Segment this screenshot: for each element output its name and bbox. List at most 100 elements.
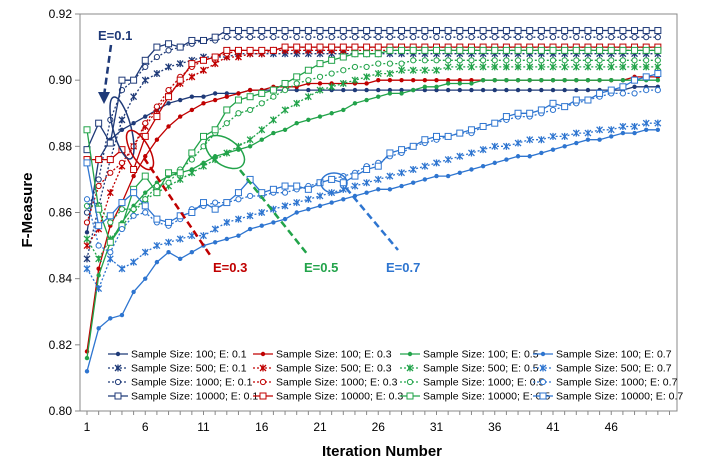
data-point [142, 209, 149, 216]
data-point [118, 199, 126, 207]
data-point [176, 175, 184, 183]
data-point [376, 77, 381, 83]
data-point [398, 60, 405, 67]
data-point [526, 27, 534, 35]
data-point [246, 136, 254, 144]
data-point [304, 185, 312, 193]
data-point [143, 190, 148, 195]
data-point [409, 66, 417, 74]
data-point [515, 77, 521, 83]
legend-marker [259, 378, 267, 386]
data-point [304, 66, 312, 74]
data-point [165, 86, 172, 94]
data-point [445, 173, 451, 179]
data-point [188, 169, 196, 177]
data-point [293, 73, 301, 81]
series-3 [83, 27, 662, 154]
data-point [398, 27, 406, 35]
data-point [364, 87, 369, 93]
data-point [375, 60, 382, 67]
data-point [83, 209, 91, 216]
data-point [597, 77, 602, 83]
data-point [258, 189, 266, 197]
data-point [340, 34, 347, 41]
data-point [434, 84, 439, 89]
data-point [479, 46, 487, 54]
data-point [304, 195, 312, 203]
legend-entry: Sample Size: 1000; E: 0.7 [533, 377, 678, 389]
data-point [607, 27, 615, 35]
data-point [596, 34, 603, 41]
data-point [282, 127, 288, 132]
data-point [339, 43, 347, 51]
data-point [95, 182, 102, 190]
data-point [107, 169, 114, 176]
data-point [574, 140, 579, 146]
data-point [130, 258, 138, 266]
data-point [619, 122, 627, 130]
data-point [527, 87, 532, 93]
data-point [235, 196, 242, 203]
data-point [643, 34, 650, 41]
data-point [386, 27, 394, 35]
data-point [514, 139, 522, 147]
data-point [200, 162, 207, 170]
data-point [562, 77, 567, 83]
data-point [479, 146, 487, 154]
data-point [281, 106, 289, 114]
data-point [83, 255, 91, 263]
data-point [479, 63, 487, 71]
data-point [632, 84, 637, 89]
data-point [154, 137, 160, 142]
legend-entry: Sample Size: 500; E: 0.1 [108, 363, 247, 375]
data-point [83, 126, 91, 134]
data-point [619, 27, 627, 35]
data-point [340, 67, 347, 74]
data-point [269, 46, 277, 54]
data-point [200, 56, 207, 64]
data-point [561, 132, 569, 140]
data-point [562, 87, 567, 93]
data-point [502, 27, 510, 35]
data-point [363, 179, 371, 187]
data-point [607, 126, 615, 134]
data-point [223, 120, 230, 127]
data-point [596, 27, 604, 35]
legend-marker [406, 364, 414, 372]
data-point [130, 206, 137, 213]
data-point [131, 173, 136, 179]
data-point [234, 189, 242, 197]
data-point [130, 212, 137, 219]
legend-entry: Sample Size: 10000; E: 0.5 [400, 391, 550, 403]
data-point [492, 160, 497, 166]
data-point [433, 46, 440, 54]
data-point [259, 223, 264, 228]
legend-marker [407, 351, 413, 357]
data-point [212, 199, 219, 206]
data-point [537, 27, 545, 35]
ellipse-e07 [320, 172, 348, 194]
data-point [550, 87, 556, 93]
data-point [573, 34, 580, 41]
data-point [188, 149, 196, 157]
data-point [514, 109, 522, 117]
data-point [305, 77, 312, 84]
data-point [201, 94, 206, 99]
data-point [259, 137, 264, 142]
data-point [422, 77, 428, 83]
legend-label: Sample Size: 10000; E: 0.3 [276, 391, 403, 403]
data-point [411, 180, 416, 185]
data-point [234, 46, 242, 54]
data-point [166, 101, 171, 106]
data-point [386, 60, 393, 67]
data-point [339, 179, 347, 187]
data-point [609, 77, 614, 83]
data-point [165, 63, 173, 71]
data-point [643, 86, 650, 94]
data-point [491, 57, 498, 64]
data-point [514, 34, 522, 41]
data-point [304, 27, 312, 35]
data-point [247, 34, 254, 41]
data-point [200, 132, 207, 140]
